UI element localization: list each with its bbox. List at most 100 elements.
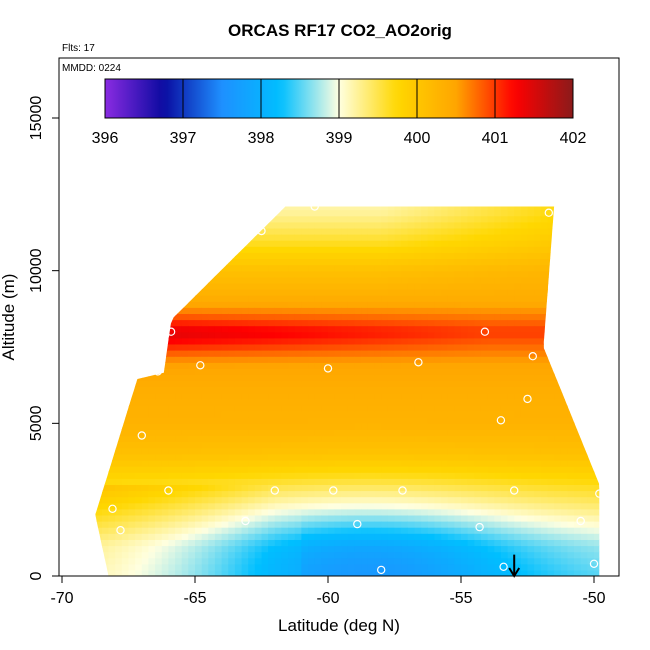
heatmap-cell [467, 374, 475, 382]
heatmap-cell [500, 502, 509, 510]
heatmap-cell [288, 417, 296, 424]
heatmap-cell [241, 374, 249, 382]
heatmap-cell [214, 514, 223, 522]
heatmap-cell [301, 227, 309, 235]
heatmap-cell [294, 472, 302, 479]
heatmap-cell [447, 206, 455, 211]
heatmap-cell [367, 490, 376, 498]
heatmap-cell [401, 533, 409, 540]
heatmap-cell [407, 533, 415, 540]
heatmap-cell [354, 557, 362, 565]
heatmap-cell [461, 539, 469, 547]
heatmap-cell [387, 258, 396, 266]
heatmap-cell [480, 545, 489, 553]
heatmap-cell [514, 246, 522, 253]
heatmap-cell [214, 289, 223, 296]
heatmap-cell [155, 282, 163, 290]
heatmap-cell [261, 319, 269, 327]
heatmap-cell [108, 337, 116, 345]
heatmap-cell [434, 240, 442, 247]
heatmap-cell [474, 215, 482, 223]
heatmap-cell [101, 441, 110, 449]
heatmap-cell [288, 362, 296, 369]
heatmap-cell [421, 350, 429, 357]
heatmap-cell [241, 563, 249, 571]
heatmap-cell [427, 484, 435, 492]
heatmap-cell [308, 453, 316, 461]
heatmap-cell [520, 551, 529, 559]
heatmap-cell [288, 343, 296, 351]
heatmap-cell [401, 325, 409, 333]
heatmap-cell [168, 343, 176, 351]
heatmap-cell [421, 490, 429, 498]
heatmap-cell [560, 386, 568, 394]
heatmap-cell [454, 429, 462, 437]
heatmap-cell [128, 557, 136, 565]
heatmap-cell [574, 337, 582, 345]
heatmap-cell [321, 350, 329, 357]
heatmap-cell [175, 289, 183, 296]
heatmap-cell [540, 368, 549, 376]
heatmap-cell [188, 313, 196, 321]
heatmap-cell [135, 392, 143, 400]
heatmap-cell [554, 508, 562, 516]
heatmap-cell [188, 374, 196, 382]
heatmap-cell [547, 350, 555, 357]
heatmap-cell [500, 460, 509, 467]
heatmap-cell [214, 264, 223, 272]
heatmap-cell [461, 569, 469, 576]
heatmap-cell [580, 563, 588, 571]
heatmap-cell [441, 270, 449, 278]
heatmap-cell [155, 563, 163, 571]
heatmap-cell [500, 472, 509, 479]
heatmap-cell [547, 490, 555, 498]
heatmap-cell [367, 533, 376, 540]
heatmap-cell [394, 289, 402, 296]
heatmap-cell [587, 276, 595, 284]
heatmap-cell [387, 343, 396, 351]
heatmap-cell [228, 276, 236, 284]
heatmap-cell [308, 343, 316, 351]
heatmap-cell [401, 453, 409, 461]
heatmap-cell [548, 197, 555, 204]
heatmap-cell [294, 533, 302, 540]
heatmap-cell [560, 221, 568, 229]
heatmap-cell [281, 319, 289, 327]
heatmap-cell [208, 276, 216, 284]
heatmap-cell [574, 392, 582, 400]
heatmap-cell [101, 514, 110, 522]
heatmap-cell [241, 545, 249, 553]
heatmap-cell [361, 435, 369, 443]
heatmap-cell [374, 441, 382, 449]
heatmap-cell [294, 435, 302, 443]
heatmap-cell [594, 227, 600, 235]
heatmap-cell [175, 551, 183, 559]
heatmap-cell [95, 423, 103, 430]
heatmap-cell [268, 313, 276, 321]
heatmap-cell [560, 246, 568, 253]
heatmap-cell [95, 551, 103, 559]
heatmap-cell [467, 301, 475, 308]
heatmap-cell [135, 423, 143, 430]
heatmap-cell [580, 521, 588, 528]
heatmap-cell [234, 496, 243, 504]
heatmap-cell [454, 417, 462, 424]
heatmap-cell [95, 411, 103, 418]
heatmap-cell [248, 417, 256, 424]
heatmap-cell [500, 209, 509, 217]
heatmap-cell [314, 496, 322, 504]
heatmap-cell [520, 508, 529, 516]
heatmap-cell [414, 478, 422, 485]
heatmap-cell [507, 374, 515, 382]
heatmap-cell [234, 563, 243, 571]
heatmap-cell [321, 386, 329, 394]
heatmap-cell [228, 368, 236, 376]
heatmap-cell [560, 362, 568, 369]
heatmap-cell [301, 417, 309, 424]
heatmap-cell [381, 313, 389, 321]
heatmap-cell [268, 435, 276, 443]
heatmap-cell [181, 539, 189, 547]
heatmap-cell [108, 496, 116, 504]
heatmap-cell [121, 405, 130, 412]
heatmap-cell [201, 490, 209, 498]
